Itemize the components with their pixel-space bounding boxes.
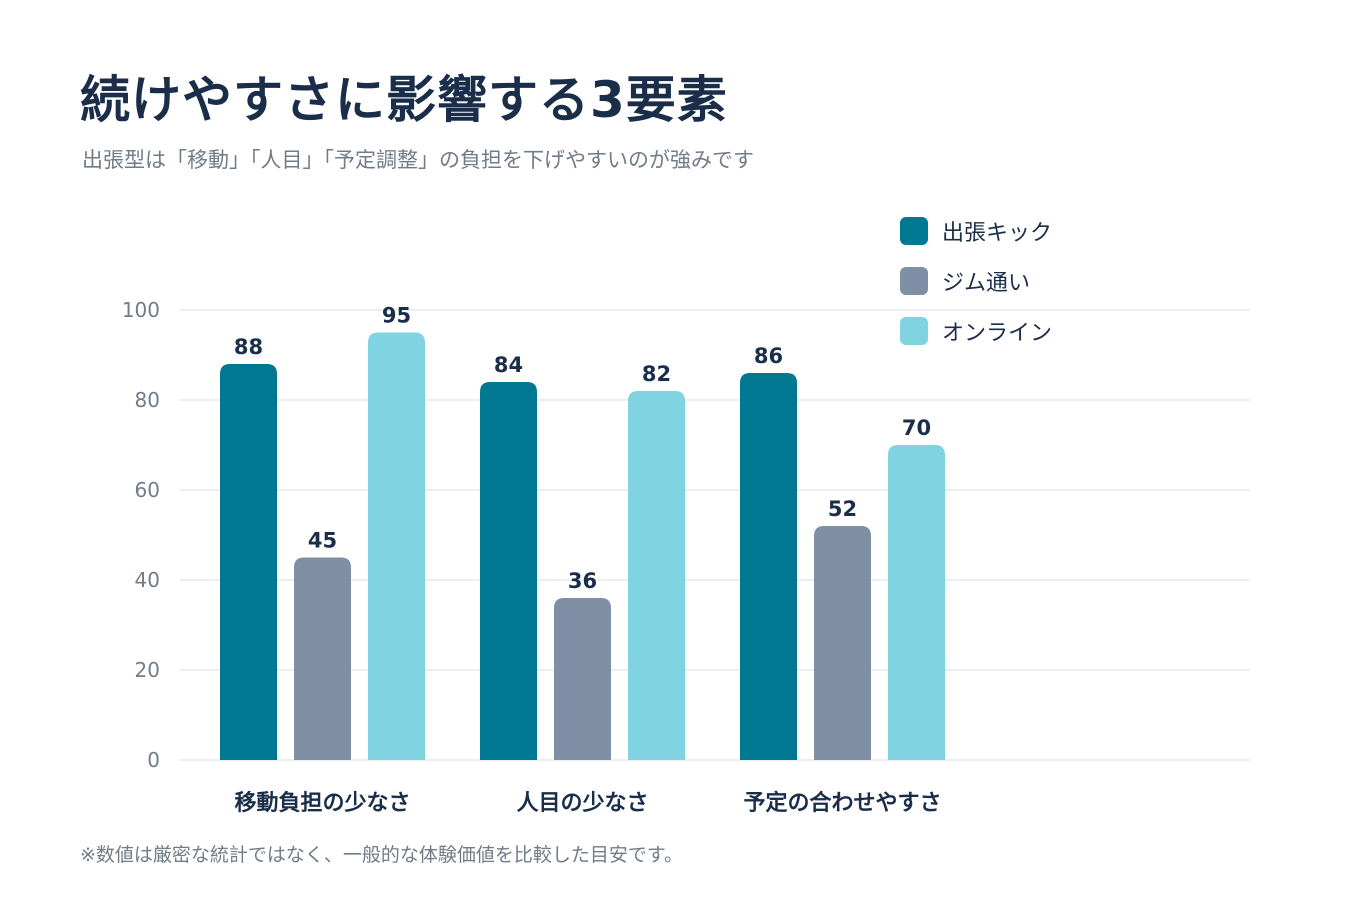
y-tick-label-100: 100 <box>122 298 160 322</box>
y-tick-label-80: 80 <box>135 388 160 412</box>
bar-3-series-2 <box>814 526 871 760</box>
legend-swatch-series-1 <box>900 217 928 245</box>
chart-subtitle: 出張型は「移動」「人目」「予定調整」の負担を下げやすいのが強みです <box>82 148 754 172</box>
data-label-1-series-3: 95 <box>382 304 411 328</box>
y-tick-label-0: 0 <box>147 748 160 772</box>
data-label-1-series-2: 45 <box>308 529 337 553</box>
bar-1-series-1 <box>220 364 277 760</box>
bar-1-series-3 <box>368 332 425 760</box>
chart-title: 続けやすさに影響する3要素 <box>80 71 728 129</box>
grid-lines <box>180 309 1250 761</box>
legend-item-series-3: オンライン <box>900 314 1052 348</box>
data-label-2-series-2: 36 <box>568 569 597 593</box>
bar-3-series-1 <box>740 373 797 760</box>
bars <box>220 332 945 760</box>
legend-swatch-series-2 <box>900 267 928 295</box>
y-tick-label-60: 60 <box>135 478 160 502</box>
legend-label-series-1: 出張キック <box>942 221 1053 246</box>
data-label-1-series-1: 88 <box>234 335 263 359</box>
x-category-label-3: 予定の合わせやすさ <box>743 790 941 816</box>
legend-item-series-2: ジム通い <box>900 264 1052 298</box>
data-labels: 88 45 95 84 36 82 86 52 70 <box>234 304 931 594</box>
x-axis-categories: 移動負担の少なさ 人目の少なさ 予定の合わせやすさ <box>234 790 941 816</box>
y-tick-label-40: 40 <box>135 568 160 592</box>
bar-1-series-2 <box>294 557 351 760</box>
data-label-3-series-3: 70 <box>902 416 931 440</box>
bar-2-series-2 <box>554 598 611 760</box>
data-label-3-series-2: 52 <box>828 497 857 521</box>
footnote: ※数値は厳密な統計ではなく、一般的な体験価値を比較した目安です。 <box>80 844 684 866</box>
bar-3-series-3 <box>888 445 945 760</box>
data-label-2-series-1: 84 <box>494 353 523 377</box>
data-label-3-series-1: 86 <box>754 344 783 368</box>
x-category-label-1: 移動負担の少なさ <box>234 790 410 816</box>
legend-label-series-2: ジム通い <box>942 271 1031 296</box>
data-label-2-series-3: 82 <box>642 362 671 386</box>
y-tick-label-20: 20 <box>135 658 160 682</box>
legend-swatch-series-3 <box>900 317 928 345</box>
legend-item-series-1: 出張キック <box>900 214 1052 248</box>
bar-2-series-1 <box>480 382 537 760</box>
x-category-label-2: 人目の少なさ <box>516 791 648 816</box>
bar-2-series-3 <box>628 391 685 760</box>
y-axis-ticks: 0 20 40 60 80 100 <box>122 298 160 772</box>
legend-label-series-3: オンライン <box>942 321 1053 346</box>
legend: 出張キック ジム通い オンライン <box>900 214 1052 364</box>
